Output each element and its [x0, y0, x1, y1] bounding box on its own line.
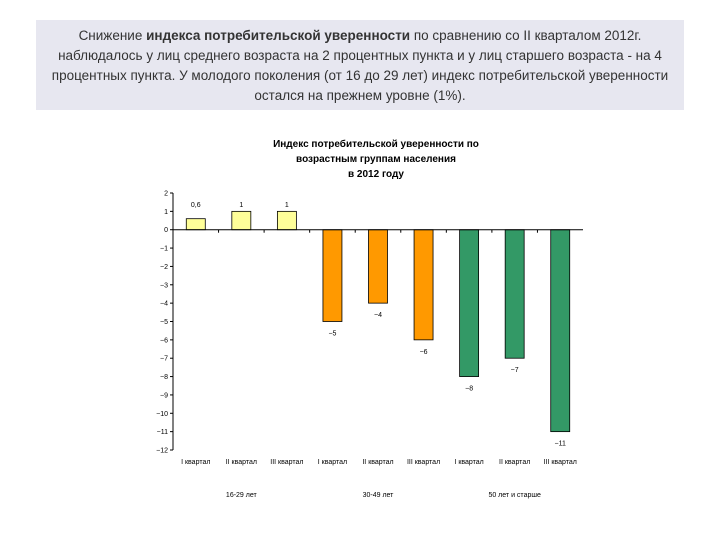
y-tick-label: 1 — [164, 209, 168, 216]
bar — [276, 210, 297, 231]
y-tick-label: −3 — [160, 282, 168, 289]
y-tick-label: −10 — [156, 411, 168, 418]
header-text-start: Снижение — [78, 28, 147, 43]
group-label: 16-29 лет — [226, 492, 258, 499]
data-label: −4 — [374, 312, 382, 319]
data-label: 1 — [285, 202, 289, 209]
group-label: 30-49 лет — [363, 492, 395, 499]
y-tick-label: −11 — [157, 429, 168, 436]
x-tick-label: I квартал — [454, 459, 483, 466]
y-tick-label: −5 — [160, 319, 168, 326]
data-label: 1 — [239, 202, 243, 209]
bar — [185, 218, 206, 231]
bar — [322, 229, 343, 322]
y-tick-label: −9 — [160, 392, 168, 399]
header-text-bold: индекса потребительской уверенности — [146, 28, 411, 43]
data-label: −6 — [420, 349, 428, 356]
x-tick-label: III квартал — [407, 459, 440, 466]
y-tick-label: −1 — [160, 246, 168, 253]
header-text-end: по сравнению со II кварталом 2012г. набл… — [51, 28, 669, 103]
bar — [231, 210, 252, 231]
x-tick-label: II квартал — [499, 459, 530, 466]
y-tick-label: −7 — [160, 356, 168, 363]
bar — [413, 229, 434, 341]
y-tick-label: −6 — [160, 337, 168, 344]
chart-title-line-2: возрастным группам населения — [296, 154, 456, 165]
bar — [504, 229, 525, 359]
x-tick-label: I квартал — [318, 459, 347, 466]
y-tick-label: −4 — [160, 301, 168, 308]
data-label: −11 — [555, 441, 566, 448]
y-tick-label: −8 — [160, 374, 168, 381]
bar — [459, 229, 480, 377]
y-tick-label: −12 — [156, 448, 168, 455]
y-tick-label: −2 — [160, 264, 168, 271]
header-text-box: Снижение индекса потребительской уверенн… — [36, 20, 684, 110]
data-label: 0,6 — [191, 202, 201, 209]
data-label: −7 — [511, 367, 519, 374]
x-tick-label: I квартал — [181, 459, 210, 466]
y-tick-label: 2 — [164, 191, 168, 198]
x-tick-label: III квартал — [270, 459, 303, 466]
bar — [550, 229, 571, 433]
group-label: 50 лет и старше — [488, 492, 541, 499]
chart-title-line-3: в 2012 году — [348, 169, 404, 180]
bar — [368, 229, 388, 304]
x-tick-label: II квартал — [362, 459, 393, 466]
chart-title-line-1: Индекс потребительской уверенности по — [273, 138, 479, 150]
x-tick-label: III квартал — [544, 459, 577, 466]
data-label: −8 — [465, 386, 473, 393]
x-tick-label: II квартал — [226, 459, 257, 466]
data-label: −5 — [328, 331, 336, 338]
y-tick-label: 0 — [164, 227, 168, 234]
